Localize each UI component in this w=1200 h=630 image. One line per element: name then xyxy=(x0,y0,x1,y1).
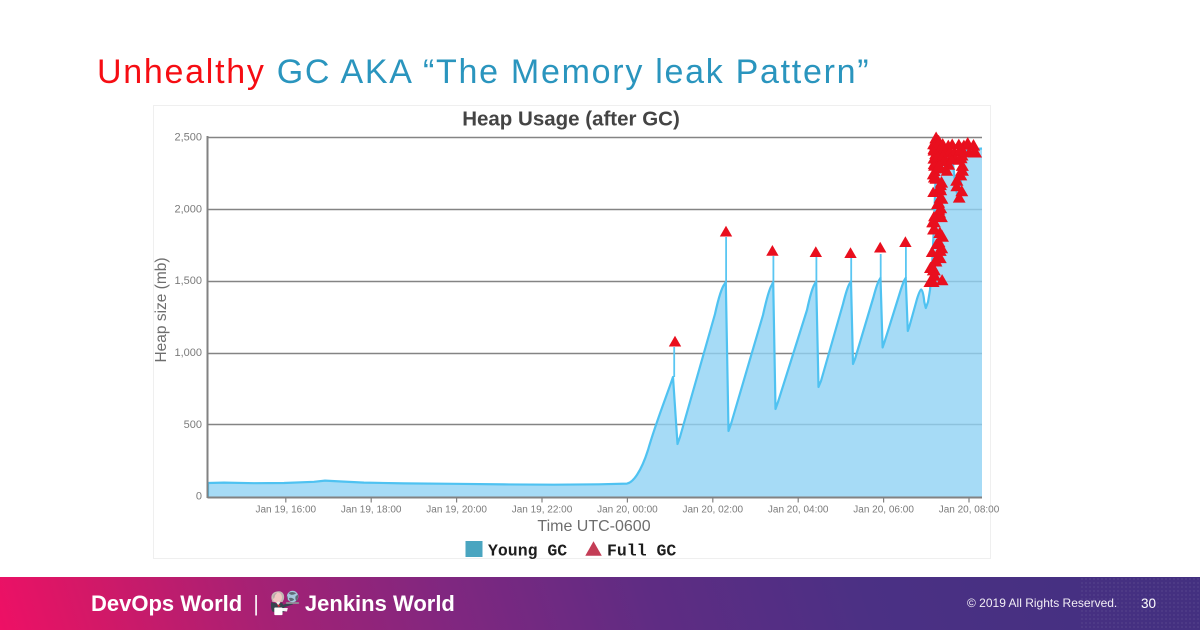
svg-text:Jan 20, 08:00: Jan 20, 08:00 xyxy=(939,505,1000,516)
svg-text:Jan 20, 04:00: Jan 20, 04:00 xyxy=(768,505,829,516)
svg-text:Full GC: Full GC xyxy=(607,542,676,561)
svg-text:Heap Usage (after GC): Heap Usage (after GC) xyxy=(462,108,680,131)
svg-text:500: 500 xyxy=(184,419,202,431)
svg-text:Young GC: Young GC xyxy=(488,542,567,561)
svg-text:Jan 20, 02:00: Jan 20, 02:00 xyxy=(682,505,743,516)
svg-text:Heap size (mb): Heap size (mb) xyxy=(153,257,170,362)
svg-text:Jan 19, 22:00: Jan 19, 22:00 xyxy=(512,505,573,516)
svg-text:0: 0 xyxy=(196,491,202,503)
svg-text:Jan 19, 20:00: Jan 19, 20:00 xyxy=(426,505,487,516)
svg-text:Jan 19, 16:00: Jan 19, 16:00 xyxy=(255,505,316,516)
svg-text:1,500: 1,500 xyxy=(174,275,202,287)
svg-text:1,000: 1,000 xyxy=(174,347,202,359)
svg-text:2,000: 2,000 xyxy=(174,203,202,215)
svg-text:Time UTC-0600: Time UTC-0600 xyxy=(537,518,650,535)
svg-text:2,500: 2,500 xyxy=(174,132,202,144)
svg-text:Jan 20, 00:00: Jan 20, 00:00 xyxy=(597,505,658,516)
svg-text:Jan 19, 18:00: Jan 19, 18:00 xyxy=(341,505,402,516)
svg-text:Jan 20, 06:00: Jan 20, 06:00 xyxy=(853,505,914,516)
